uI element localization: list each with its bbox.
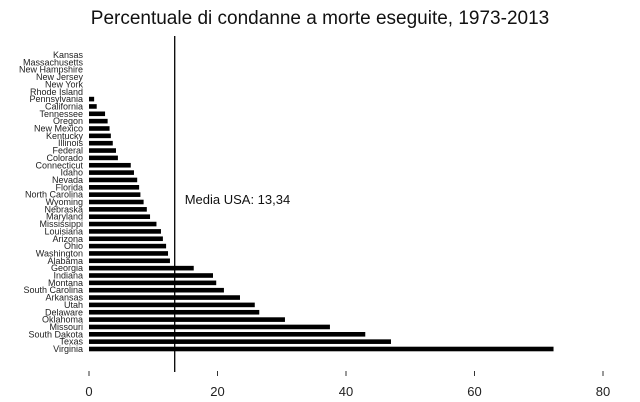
bar-california [89, 104, 97, 109]
bar-kentucky [89, 133, 111, 139]
category-label: Arkansas [45, 293, 83, 303]
category-label: Texas [59, 337, 83, 347]
category-label: Georgia [51, 263, 83, 273]
bar-pennsylvania [89, 96, 95, 102]
category-label: North Carolina [25, 190, 83, 200]
category-label: Florida [55, 182, 83, 192]
bar-washington [89, 251, 169, 256]
bar-nebraska [89, 207, 147, 212]
category-label: New Hampshire [19, 65, 83, 75]
bar-montana [89, 280, 217, 286]
category-label: Idaho [60, 168, 83, 178]
category-label: New York [45, 79, 84, 89]
bar-arkansas [89, 295, 240, 300]
bar-maryland [89, 214, 151, 219]
category-label: Mississippi [39, 219, 83, 229]
bar-arizona [89, 236, 163, 242]
category-label: Virginia [53, 344, 83, 354]
category-label: Tennessee [39, 109, 83, 119]
category-label: Kansas [53, 50, 84, 60]
category-label: Massachusetts [23, 57, 84, 67]
x-axis: 0 20 40 60 80 [85, 371, 610, 399]
category-label: New Jersey [36, 72, 84, 82]
bar-texas [89, 339, 391, 344]
category-label: Connecticut [35, 160, 83, 170]
category-label: Oklahoma [42, 315, 83, 325]
bar-north-carolina [89, 192, 141, 197]
bar-oregon [89, 118, 108, 124]
bar-nevada [89, 177, 138, 183]
category-label: South Carolina [23, 285, 83, 295]
category-label: Nebraska [44, 204, 83, 214]
bar-virginia [89, 346, 554, 352]
bar-louisiana [89, 229, 161, 234]
category-label: Oregon [53, 116, 83, 126]
bar-ohio [89, 243, 167, 249]
bar-tennessee [89, 111, 106, 117]
category-label: Ohio [64, 241, 83, 251]
category-label: Louisiana [44, 226, 83, 236]
bar-south-carolina [89, 287, 224, 293]
category-label: Washington [36, 248, 83, 258]
category-label: Alabama [47, 256, 83, 266]
bar-florida [89, 185, 140, 190]
category-label: California [45, 101, 83, 111]
category-label: Wyoming [46, 197, 83, 207]
category-label: Missouri [49, 322, 83, 332]
category-label: Kentucky [46, 131, 84, 141]
bar-illinois [89, 140, 113, 146]
category-label: Federal [52, 146, 83, 156]
category-label: Nevada [52, 175, 83, 185]
bar-alabama [89, 258, 170, 264]
bar-colorado [89, 155, 118, 161]
category-label: South Dakota [28, 329, 83, 339]
category-label: Maryland [46, 212, 83, 222]
bar-federal [89, 148, 116, 153]
category-label: Rhode Island [30, 87, 83, 97]
category-label: Delaware [45, 307, 83, 317]
category-label: Utah [64, 300, 83, 310]
bar-utah [89, 302, 255, 308]
mean-annotation: Media USA: 13,34 [185, 192, 291, 207]
bar-south-dakota [89, 332, 366, 337]
bar-oklahoma [89, 317, 285, 322]
bar-indiana [89, 273, 213, 278]
category-label: Arizona [52, 234, 83, 244]
bars-layer [89, 96, 554, 352]
category-label: Illinois [58, 138, 84, 148]
x-tick-label: 0 [85, 384, 92, 399]
category-label: Montana [48, 278, 83, 288]
bar-connecticut [89, 162, 131, 168]
x-tick-label: 20 [210, 384, 224, 399]
bar-idaho [89, 170, 134, 175]
bar-missouri [89, 324, 330, 330]
x-tick-label: 40 [339, 384, 353, 399]
x-tick-label: 80 [596, 384, 610, 399]
bar-mississippi [89, 221, 157, 227]
bar-wyoming [89, 199, 144, 205]
category-label: Indiana [53, 271, 83, 281]
chart-title: Percentuale di condanne a morte eseguite… [90, 8, 550, 29]
category-label: New Mexico [34, 124, 83, 134]
category-label: Colorado [46, 153, 83, 163]
bar-new-mexico [89, 126, 110, 131]
category-label: Pennsylvania [29, 94, 83, 104]
bar-georgia [89, 265, 194, 271]
x-tick-label: 60 [467, 384, 481, 399]
